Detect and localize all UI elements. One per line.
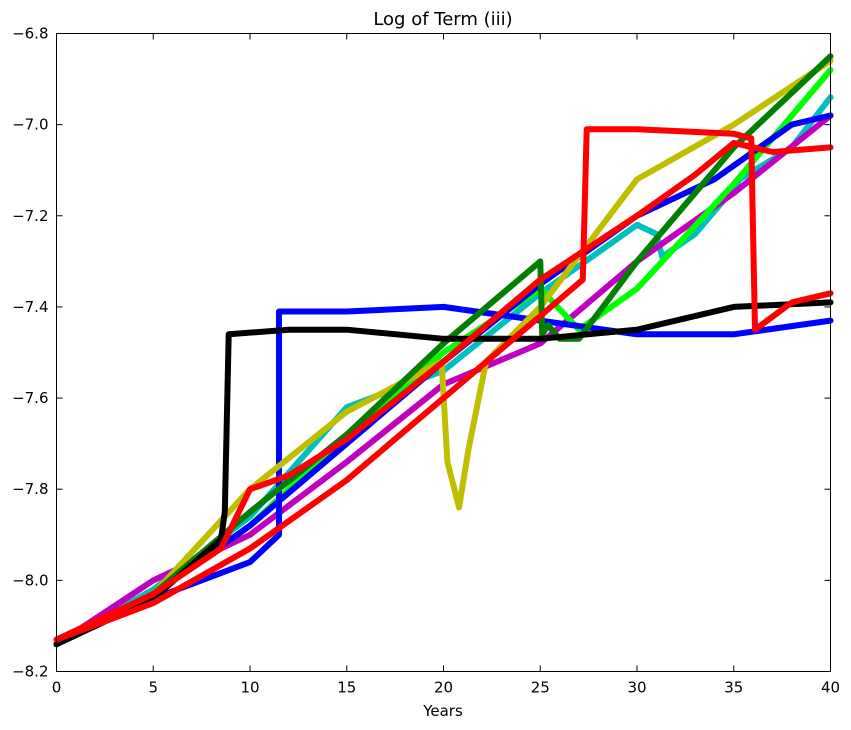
y-tick-label: −7.4 <box>12 298 48 316</box>
y-tick-label: −8.2 <box>12 663 48 681</box>
series-line-7 <box>53 299 834 648</box>
chart-title: Log of Term (iii) <box>373 9 512 30</box>
y-tick-label: −8.0 <box>12 571 48 589</box>
series-line-8 <box>53 126 834 643</box>
x-tick-label: 20 <box>434 679 453 697</box>
y-tick-label: −7.0 <box>12 116 48 134</box>
x-tick-label: 10 <box>240 679 259 697</box>
axis-ticks: 0 5 10 15 20 25 30 35 40 −8.2 −8.0 −7.8 −7.6 −7.4 −7.2… <box>12 25 840 697</box>
x-tick-label: 30 <box>627 679 646 697</box>
series-line-6 <box>53 53 834 648</box>
x-tick-label: 5 <box>148 679 158 697</box>
x-tick-label: 0 <box>52 679 62 697</box>
series-line-9 <box>53 139 834 643</box>
y-tick-label: −7.8 <box>12 480 48 498</box>
y-tick-label: −7.6 <box>12 389 48 407</box>
x-tick-label: 35 <box>724 679 743 697</box>
x-axis-label: Years <box>422 702 463 720</box>
x-tick-label: 25 <box>531 679 550 697</box>
y-tick-label: −7.2 <box>12 207 48 225</box>
series-line-3 <box>53 303 834 648</box>
y-tick-label: −6.8 <box>12 25 48 43</box>
series-layer <box>53 53 834 648</box>
x-tick-label: 15 <box>337 679 356 697</box>
x-tick-label: 40 <box>821 679 840 697</box>
